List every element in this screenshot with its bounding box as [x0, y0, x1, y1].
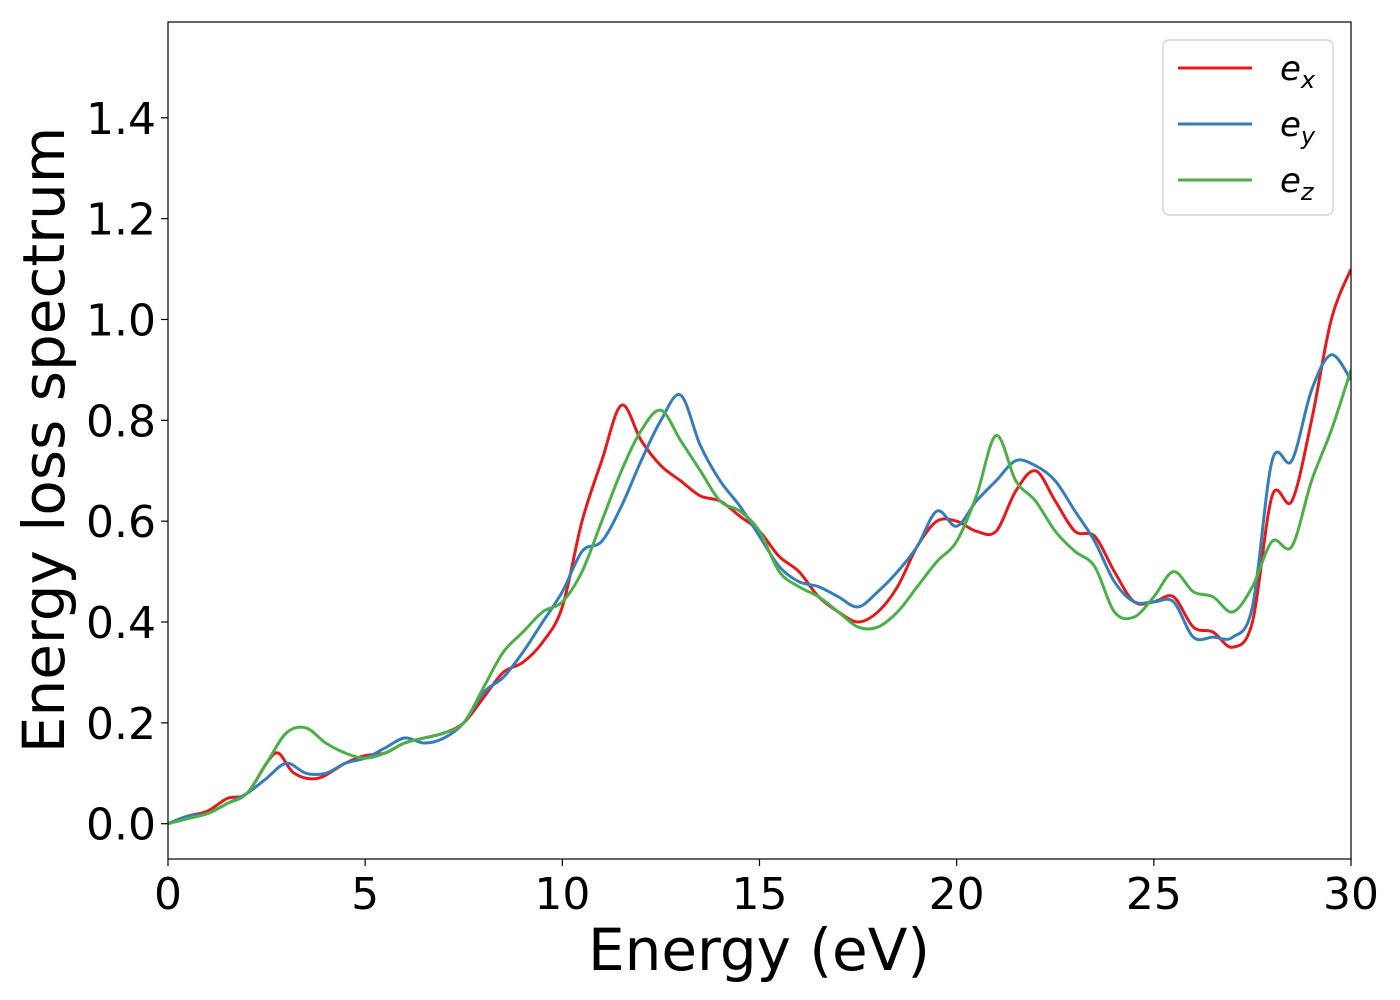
legend-label-ex: ex — [1280, 49, 1316, 94]
legend-label-base: e — [1280, 49, 1301, 89]
legend-label-subscript: y — [1300, 122, 1316, 150]
y-tick-label: 0.8 — [86, 396, 156, 447]
legend-label-ey: ey — [1280, 105, 1316, 150]
legend-label-base: e — [1280, 161, 1301, 201]
y-axis-title: Energy loss spectrum — [10, 127, 78, 753]
x-axis-title: Energy (eV) — [588, 916, 930, 984]
y-tick-label: 1.0 — [86, 295, 156, 346]
x-tick-label: 25 — [1126, 869, 1182, 920]
y-tick-label: 0.6 — [86, 497, 156, 548]
y-tick-label: 0.2 — [86, 699, 156, 750]
y-tick-label: 0.0 — [86, 800, 156, 851]
series-line-ex — [168, 268, 1351, 826]
series-line-ez — [168, 369, 1351, 826]
x-tick-label: 5 — [351, 869, 379, 920]
x-axis: 0 5 10 15 20 25 30 — [154, 859, 1379, 920]
legend-box — [1162, 39, 1334, 216]
x-tick-label: 15 — [732, 869, 788, 920]
x-tick-label: 20 — [929, 869, 985, 920]
x-tick-label: 30 — [1323, 869, 1379, 920]
y-tick-label: 0.4 — [86, 598, 156, 649]
series-layer — [168, 268, 1351, 826]
legend-label-subscript: x — [1300, 66, 1316, 94]
x-tick-label: 0 — [154, 869, 182, 920]
y-tick-label: 1.2 — [86, 195, 156, 246]
x-tick-label: 10 — [534, 869, 590, 920]
y-tick-label: 1.4 — [86, 94, 156, 145]
legend-label-ez: ez — [1280, 161, 1315, 206]
y-axis: 0.0 0.2 0.4 0.6 0.8 1.0 1.2 1.4 — [86, 94, 168, 851]
legend-label-subscript: z — [1300, 178, 1315, 206]
legend-label-base: e — [1280, 105, 1301, 145]
